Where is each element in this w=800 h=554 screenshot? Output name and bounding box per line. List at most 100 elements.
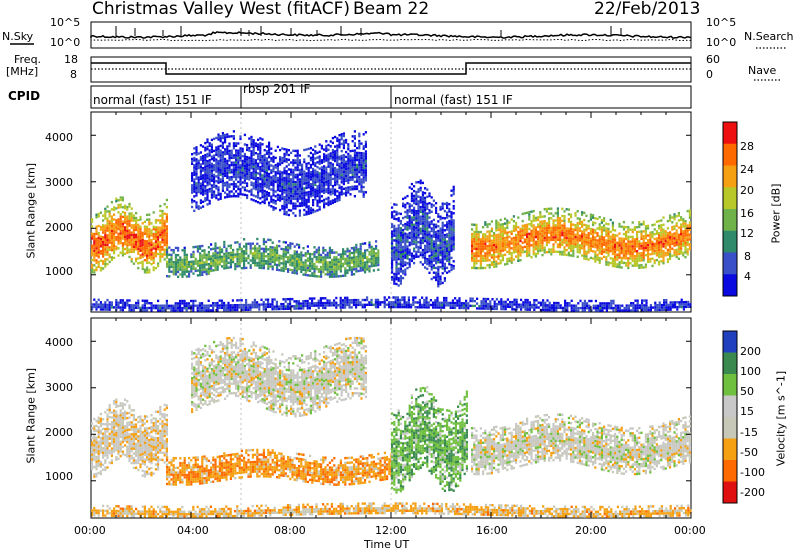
echo-cell	[633, 264, 636, 267]
echo-cell	[292, 185, 295, 188]
echo-cell	[165, 246, 168, 250]
echo-cell	[294, 195, 297, 198]
echo-cell	[508, 230, 511, 234]
echo-cell	[437, 213, 440, 216]
echo-cell	[633, 228, 636, 231]
echo-cell	[415, 243, 418, 246]
echo-cell	[204, 146, 207, 150]
echo-cell	[252, 165, 255, 168]
echo-cell	[607, 263, 610, 267]
echo-cell	[154, 218, 157, 222]
echo-cell	[119, 225, 122, 228]
echo-cell	[108, 229, 111, 232]
echo-cell	[397, 250, 400, 254]
echo-cell	[408, 224, 411, 228]
echo-cell	[450, 211, 453, 214]
echo-cell	[426, 207, 429, 210]
echo-cell	[446, 213, 449, 217]
echo-cell	[130, 243, 133, 246]
echo-cell	[515, 233, 518, 237]
echo-cell	[208, 142, 211, 145]
echo-cell	[326, 268, 329, 271]
echo-cell	[208, 161, 211, 164]
echo-cell	[421, 193, 424, 197]
echo-cell	[210, 243, 213, 246]
echo-cell	[290, 161, 293, 164]
echo-cell	[550, 250, 553, 254]
echo-cell	[181, 261, 184, 264]
echo-cell	[651, 252, 654, 256]
echo-cell	[364, 176, 367, 180]
echo-cell	[477, 238, 480, 241]
echo-cell	[506, 238, 509, 242]
echo-cell	[493, 246, 496, 249]
echo-cell	[616, 241, 619, 244]
echo-cell	[225, 262, 228, 265]
echo-cell	[598, 237, 601, 240]
echo-cell	[477, 259, 480, 263]
echo-cell	[119, 222, 122, 226]
echo-cell	[355, 258, 358, 261]
echo-cell	[528, 213, 531, 216]
echo-cell	[356, 173, 359, 176]
echo-cell	[137, 245, 140, 248]
echo-cell	[323, 160, 326, 163]
echo-cell	[328, 273, 331, 276]
echo-cell	[504, 232, 507, 235]
echo-cell	[232, 187, 235, 191]
echo-cell	[228, 154, 231, 157]
echo-cell	[307, 198, 310, 201]
echo-cell	[207, 270, 210, 273]
echo-cell	[302, 266, 305, 269]
echo-cell	[631, 230, 634, 234]
echo-cell	[223, 260, 226, 263]
echo-cell	[600, 257, 603, 260]
echo-cell	[598, 249, 601, 252]
echo-cell	[512, 227, 515, 230]
echo-cell	[528, 237, 531, 240]
echo-cell	[335, 268, 338, 271]
echo-cell	[197, 186, 200, 189]
echo-cell	[217, 159, 220, 163]
echo-cell	[230, 154, 233, 157]
echo-cell	[113, 232, 116, 236]
echo-cell	[499, 237, 502, 241]
echo-cell	[161, 233, 164, 237]
echo-cell	[206, 184, 209, 187]
echo-cell	[95, 230, 98, 233]
echo-cell	[337, 267, 340, 271]
echo-cell	[157, 243, 160, 246]
echo-cell	[342, 178, 345, 181]
echo-cell	[296, 190, 299, 193]
echo-cell	[271, 246, 274, 249]
echo-cell	[217, 133, 220, 136]
echo-cell	[484, 221, 487, 224]
echo-cell	[356, 166, 359, 169]
echo-cell	[450, 225, 453, 228]
echo-cell	[578, 236, 581, 240]
echo-cell	[235, 163, 238, 167]
echo-cell	[437, 246, 440, 249]
echo-cell	[329, 157, 332, 160]
echo-cell	[195, 194, 198, 197]
echo-cell	[204, 158, 207, 162]
echo-cell	[202, 169, 205, 172]
echo-cell	[419, 246, 422, 250]
echo-cell	[207, 262, 210, 266]
echo-cell	[274, 190, 277, 193]
echo-cell	[357, 248, 360, 251]
echo-cell	[660, 243, 663, 246]
echo-cell	[210, 145, 213, 149]
echo-cell	[260, 262, 263, 265]
echo-cell	[353, 258, 356, 261]
echo-cell	[102, 236, 105, 239]
echo-cell	[446, 252, 449, 255]
echo-cell	[339, 274, 342, 278]
echo-cell	[581, 235, 584, 238]
echo-cell	[600, 233, 603, 236]
echo-cell	[633, 238, 636, 241]
echo-cell	[97, 212, 100, 216]
echo-cell	[611, 240, 614, 244]
echo-cell	[338, 146, 341, 149]
echo-cell	[302, 268, 305, 271]
